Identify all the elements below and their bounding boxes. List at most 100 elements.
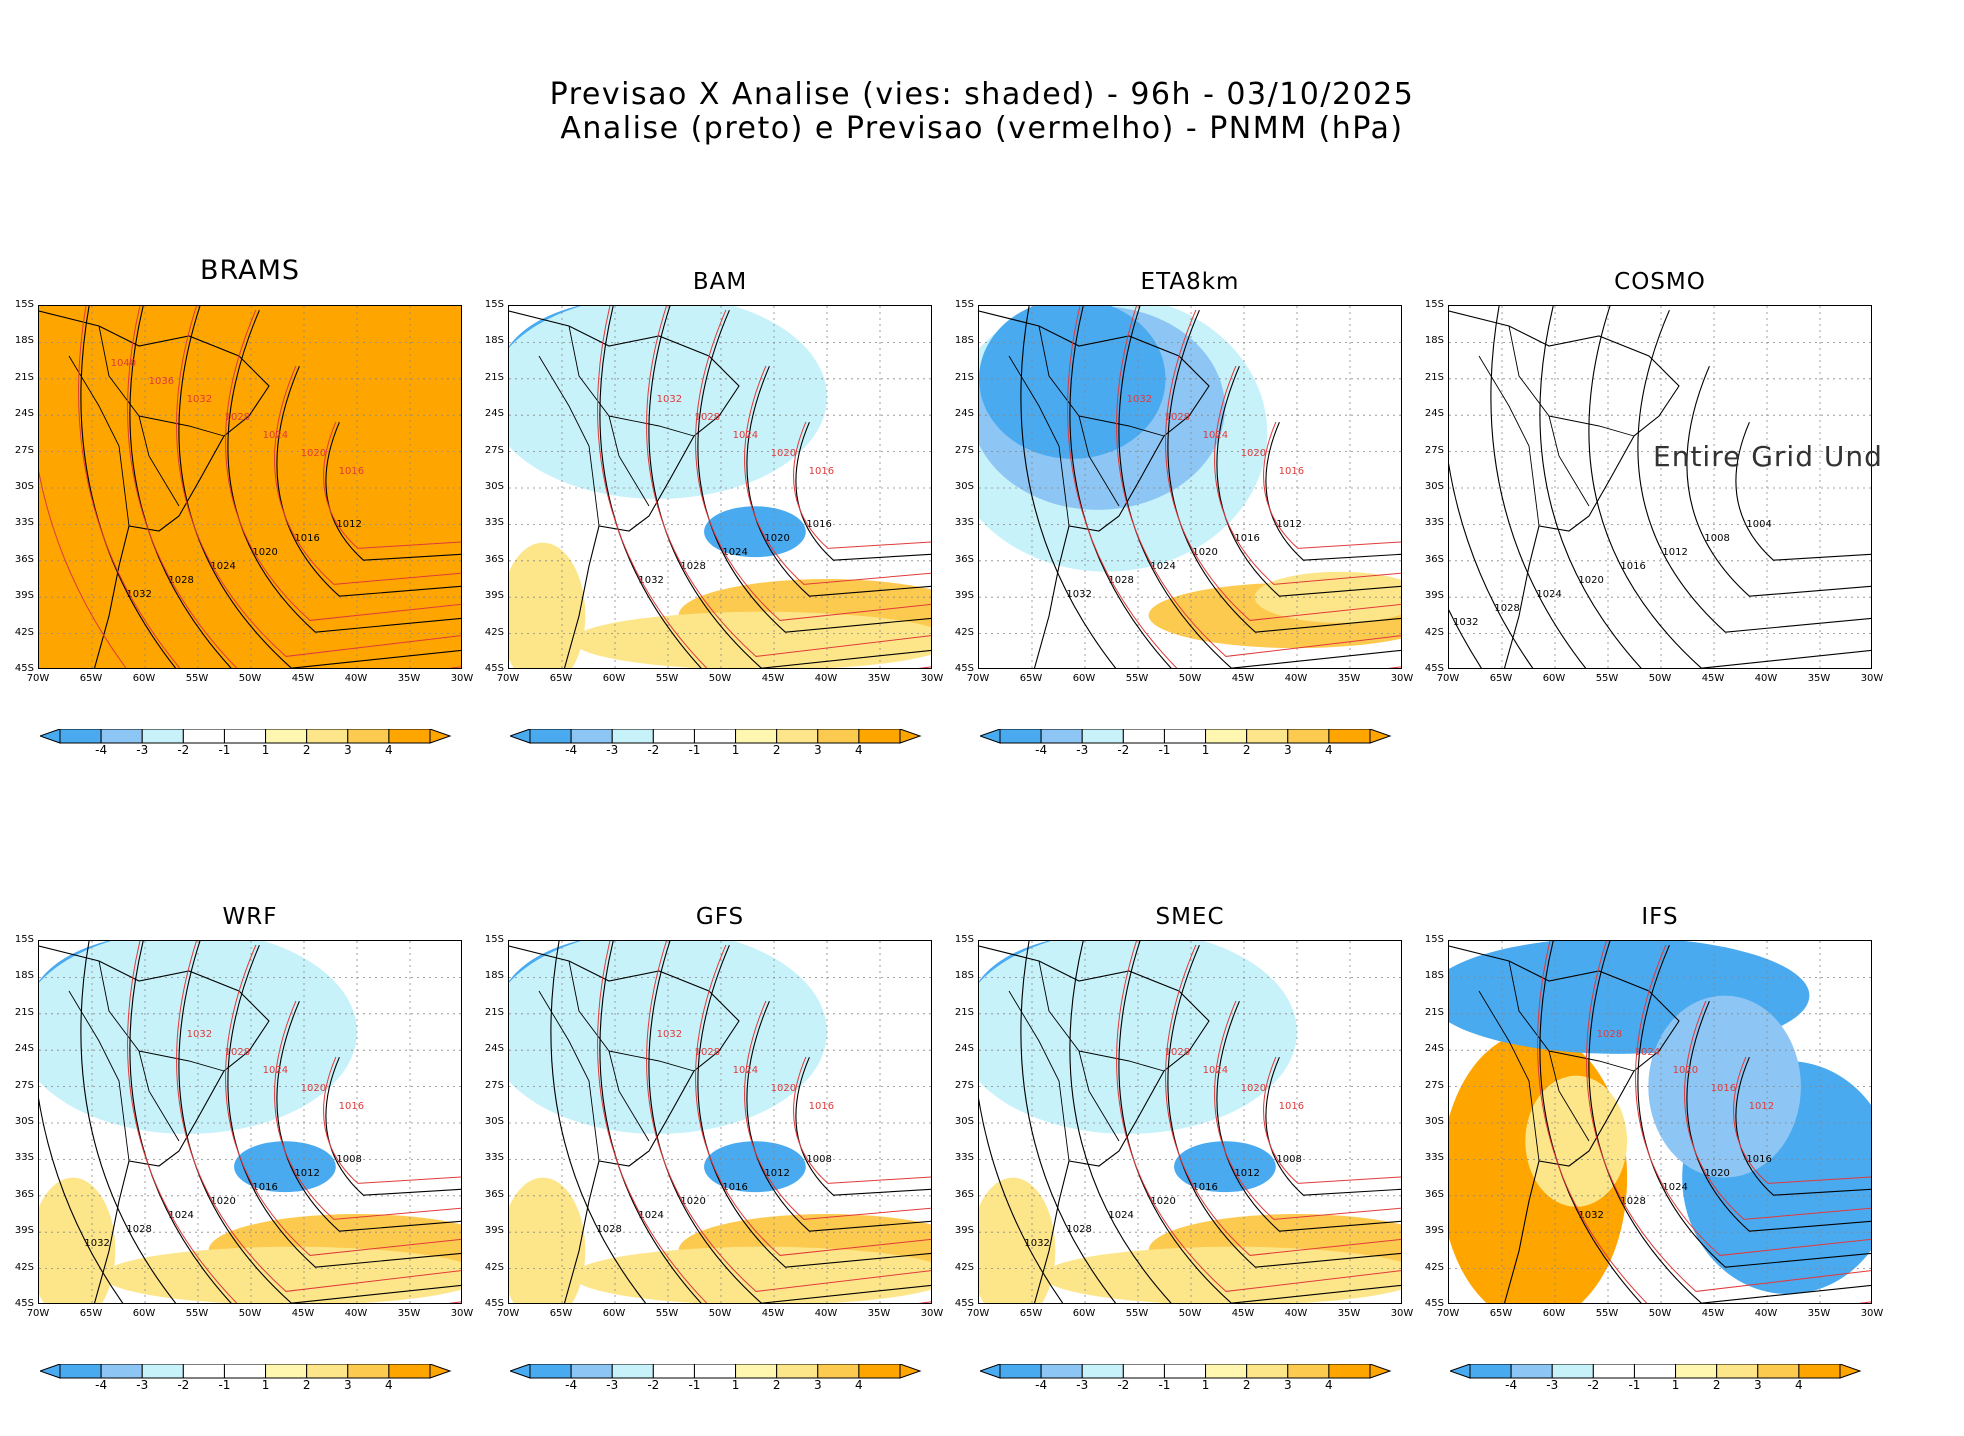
colorbar-label: 1 bbox=[731, 1378, 740, 1392]
analysis-isobar bbox=[697, 309, 931, 633]
colorbar-label: -2 bbox=[1117, 1378, 1130, 1392]
lon-tick-label: 45W bbox=[291, 673, 315, 684]
colorbar-segment bbox=[817, 1364, 860, 1379]
forecast-isobar bbox=[176, 306, 461, 657]
forecast-isobar bbox=[1067, 306, 1401, 668]
analysis-isobar bbox=[1020, 306, 1117, 668]
lat-tick-label: 15S bbox=[484, 299, 504, 310]
map-frame: 1016 1020 1024 1028 1032 1012 1016 1020 1024 1028 bbox=[1448, 940, 1872, 1304]
colorbar-segment bbox=[858, 1364, 901, 1379]
lat-tick-label: 30S bbox=[954, 481, 974, 492]
analysis-isobar-label: 1016 bbox=[722, 1182, 747, 1193]
colorbar-segment bbox=[529, 729, 572, 744]
colorbar-label: 1 bbox=[1201, 1378, 1210, 1392]
analysis-isobar bbox=[1637, 309, 1871, 633]
lon-tick-label: 55W bbox=[185, 673, 209, 684]
colorbar-label: 2 bbox=[1712, 1378, 1721, 1392]
colorbar-segment bbox=[388, 1364, 431, 1379]
forecast-isobar-label: 1032 bbox=[187, 394, 212, 405]
lat-tick-label: 30S bbox=[1424, 481, 1444, 492]
analysis-isobar-label: 1024 bbox=[722, 547, 747, 558]
lat-tick-label: 42S bbox=[954, 626, 974, 638]
lat-tick-label: 42S bbox=[954, 1261, 974, 1273]
forecast-isobar-label: 1016 bbox=[1711, 1083, 1736, 1094]
analysis-isobar-label: 1020 bbox=[1192, 547, 1217, 558]
lat-tick-label: 39S bbox=[14, 590, 34, 602]
forecast-isobar-label: 1020 bbox=[771, 448, 796, 459]
lat-tick-label: 42S bbox=[1424, 626, 1444, 638]
forecast-isobar-label: 1020 bbox=[301, 1083, 326, 1094]
colorbar-label: 1 bbox=[261, 743, 270, 757]
analysis-isobar bbox=[1449, 608, 1483, 668]
lon-tick-label: 60W bbox=[132, 1308, 156, 1319]
panel-bam: BAM 1016 1020 1024 1028 1032 1016 1020 1024 1028 1… bbox=[470, 255, 943, 757]
country-borders bbox=[1008, 325, 1165, 527]
analysis-isobar-label: 1024 bbox=[638, 1210, 663, 1221]
lat-tick-label: 24S bbox=[1424, 408, 1444, 420]
lat-tick-label: 30S bbox=[1424, 1116, 1444, 1127]
forecast-isobar bbox=[39, 470, 127, 668]
lon-tick-label: 50W bbox=[708, 673, 732, 684]
analysis-isobar bbox=[227, 309, 461, 633]
panel-ifs: IFS 1016 1020 1024 1028 1032 1012 1016 1020 1024 1… bbox=[1410, 890, 1883, 1392]
colorbar-segment bbox=[223, 729, 267, 744]
colorbar-arrow-right bbox=[429, 729, 452, 744]
lon-tick-label: 40W bbox=[1284, 1308, 1308, 1319]
colorbar-label: -3 bbox=[606, 1378, 619, 1392]
analysis-isobar-label: 1020 bbox=[1704, 1168, 1729, 1179]
lon-tick-label: 65W bbox=[1019, 1308, 1043, 1319]
colorbar-label: -2 bbox=[1587, 1378, 1600, 1392]
analysis-isobar-label: 1032 bbox=[84, 1238, 109, 1249]
lon-tick-label: 50W bbox=[1178, 1308, 1202, 1319]
forecast-isobar-label: 1032 bbox=[1127, 394, 1152, 405]
colorbar-segment bbox=[265, 729, 308, 744]
panel-smec: SMEC 1008 1012 1016 1020 1024 1028 1032 1016 1020… bbox=[940, 890, 1413, 1392]
lon-tick-label: 35W bbox=[397, 1308, 421, 1319]
forecast-isobar bbox=[1263, 421, 1401, 549]
colorbar-label: -1 bbox=[1158, 743, 1171, 757]
forecast-isobar bbox=[127, 306, 461, 668]
colorbar-segment bbox=[1328, 729, 1371, 744]
lat-tick-label: 33S bbox=[954, 1152, 974, 1164]
colorbar-label: -4 bbox=[565, 1378, 578, 1392]
lon-tick-label: 30W bbox=[1390, 673, 1414, 684]
analysis-isobar-label: 1032 bbox=[1453, 617, 1478, 628]
lon-tick-label: 60W bbox=[602, 673, 626, 684]
colorbar-segment bbox=[100, 1364, 143, 1379]
map-plot: 1008 1012 1016 1020 1024 1028 1032 1016 1020 1024… bbox=[979, 941, 1401, 1303]
analysis-isobar bbox=[1539, 941, 1642, 1303]
lat-tick-label: 45S bbox=[484, 663, 504, 674]
bias-shading bbox=[509, 542, 586, 668]
lat-tick-label: 27S bbox=[14, 1079, 34, 1091]
analysis-isobar-label: 1024 bbox=[168, 1210, 193, 1221]
colorbar-segment bbox=[1675, 1364, 1718, 1379]
lon-tick-label: 35W bbox=[1807, 673, 1831, 684]
colorbar-arrow-left bbox=[510, 1364, 531, 1379]
forecast-isobar-label: 1020 bbox=[301, 448, 326, 459]
forecast-isobar bbox=[646, 306, 931, 657]
lon-tick-label: 55W bbox=[1595, 1308, 1619, 1319]
country-borders bbox=[68, 325, 225, 527]
colorbar-label: -1 bbox=[688, 1378, 701, 1392]
analysis-isobar-label: 1016 bbox=[1234, 533, 1259, 544]
panel-brams: BRAMS 1012 1016 1020 1024 1028 1032 1016 1020 102… bbox=[0, 255, 473, 757]
colorbar-label: -3 bbox=[606, 743, 619, 757]
country-borders bbox=[68, 960, 225, 1162]
lat-tick-label: 15S bbox=[1424, 934, 1444, 945]
lon-tick-label: 50W bbox=[238, 1308, 262, 1319]
lat-tick-label: 18S bbox=[1424, 335, 1444, 347]
colorbar-segment bbox=[693, 729, 737, 744]
analysis-isobar bbox=[599, 306, 702, 668]
colorbar-segment bbox=[265, 1364, 308, 1379]
colorbar-label: 2 bbox=[1242, 743, 1251, 757]
colorbar-segment bbox=[1163, 1364, 1207, 1379]
lat-tick-label: 45S bbox=[954, 663, 974, 674]
lon-tick-label: 70W bbox=[966, 1308, 990, 1319]
lat-tick-label: 21S bbox=[954, 1006, 974, 1018]
colorbar-segment bbox=[1287, 1364, 1330, 1379]
forecast-isobar bbox=[1635, 944, 1871, 1256]
lon-tick-label: 40W bbox=[814, 673, 838, 684]
analysis-isobar bbox=[1265, 1056, 1401, 1196]
colorbar-segment bbox=[1798, 1364, 1841, 1379]
colorbar-segment bbox=[1122, 1364, 1165, 1379]
